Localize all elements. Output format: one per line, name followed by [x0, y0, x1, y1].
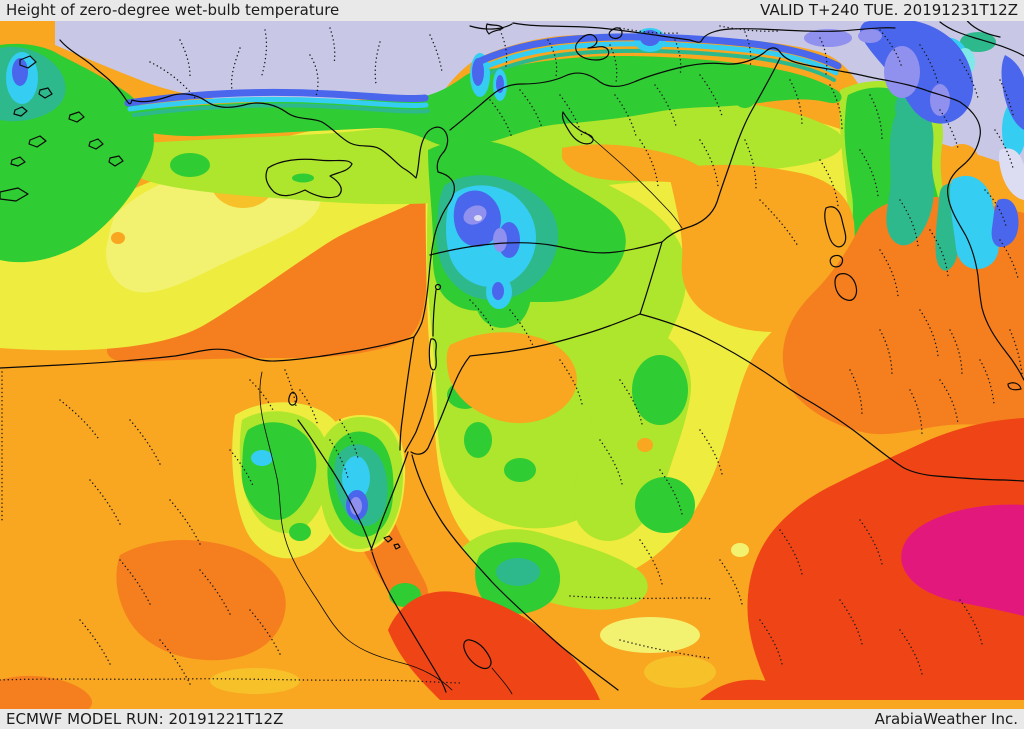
country-borders — [399, 47, 1024, 482]
model-run-label: ECMWF MODEL RUN: 20191221T12Z — [6, 710, 284, 728]
map-title: Height of zero-degree wet-bulb temperatu… — [6, 1, 340, 19]
valid-time-label: VALID T+240 TUE. 20191231T12Z — [760, 1, 1018, 19]
lakes — [463, 23, 1022, 670]
map-header: Height of zero-degree wet-bulb temperatu… — [0, 0, 1024, 21]
coastlines — [0, 17, 1024, 693]
attribution-label: ArabiaWeather Inc. — [874, 710, 1018, 728]
admin-boundaries — [0, 25, 1023, 685]
map-footer: ECMWF MODEL RUN: 20191221T12Z ArabiaWeat… — [0, 709, 1024, 729]
rivers — [259, 131, 683, 695]
